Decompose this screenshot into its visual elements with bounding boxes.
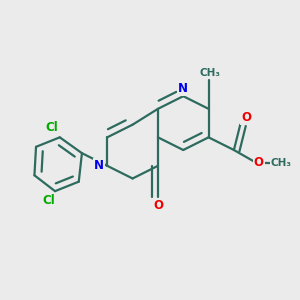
Text: N: N [94,159,104,172]
Text: CH₃: CH₃ [271,158,292,168]
Text: O: O [241,111,251,124]
Text: O: O [254,155,264,169]
Text: O: O [153,199,163,212]
Text: Cl: Cl [42,194,55,207]
Text: CH₃: CH₃ [200,68,221,78]
Text: N: N [178,82,188,95]
Text: Cl: Cl [46,121,58,134]
